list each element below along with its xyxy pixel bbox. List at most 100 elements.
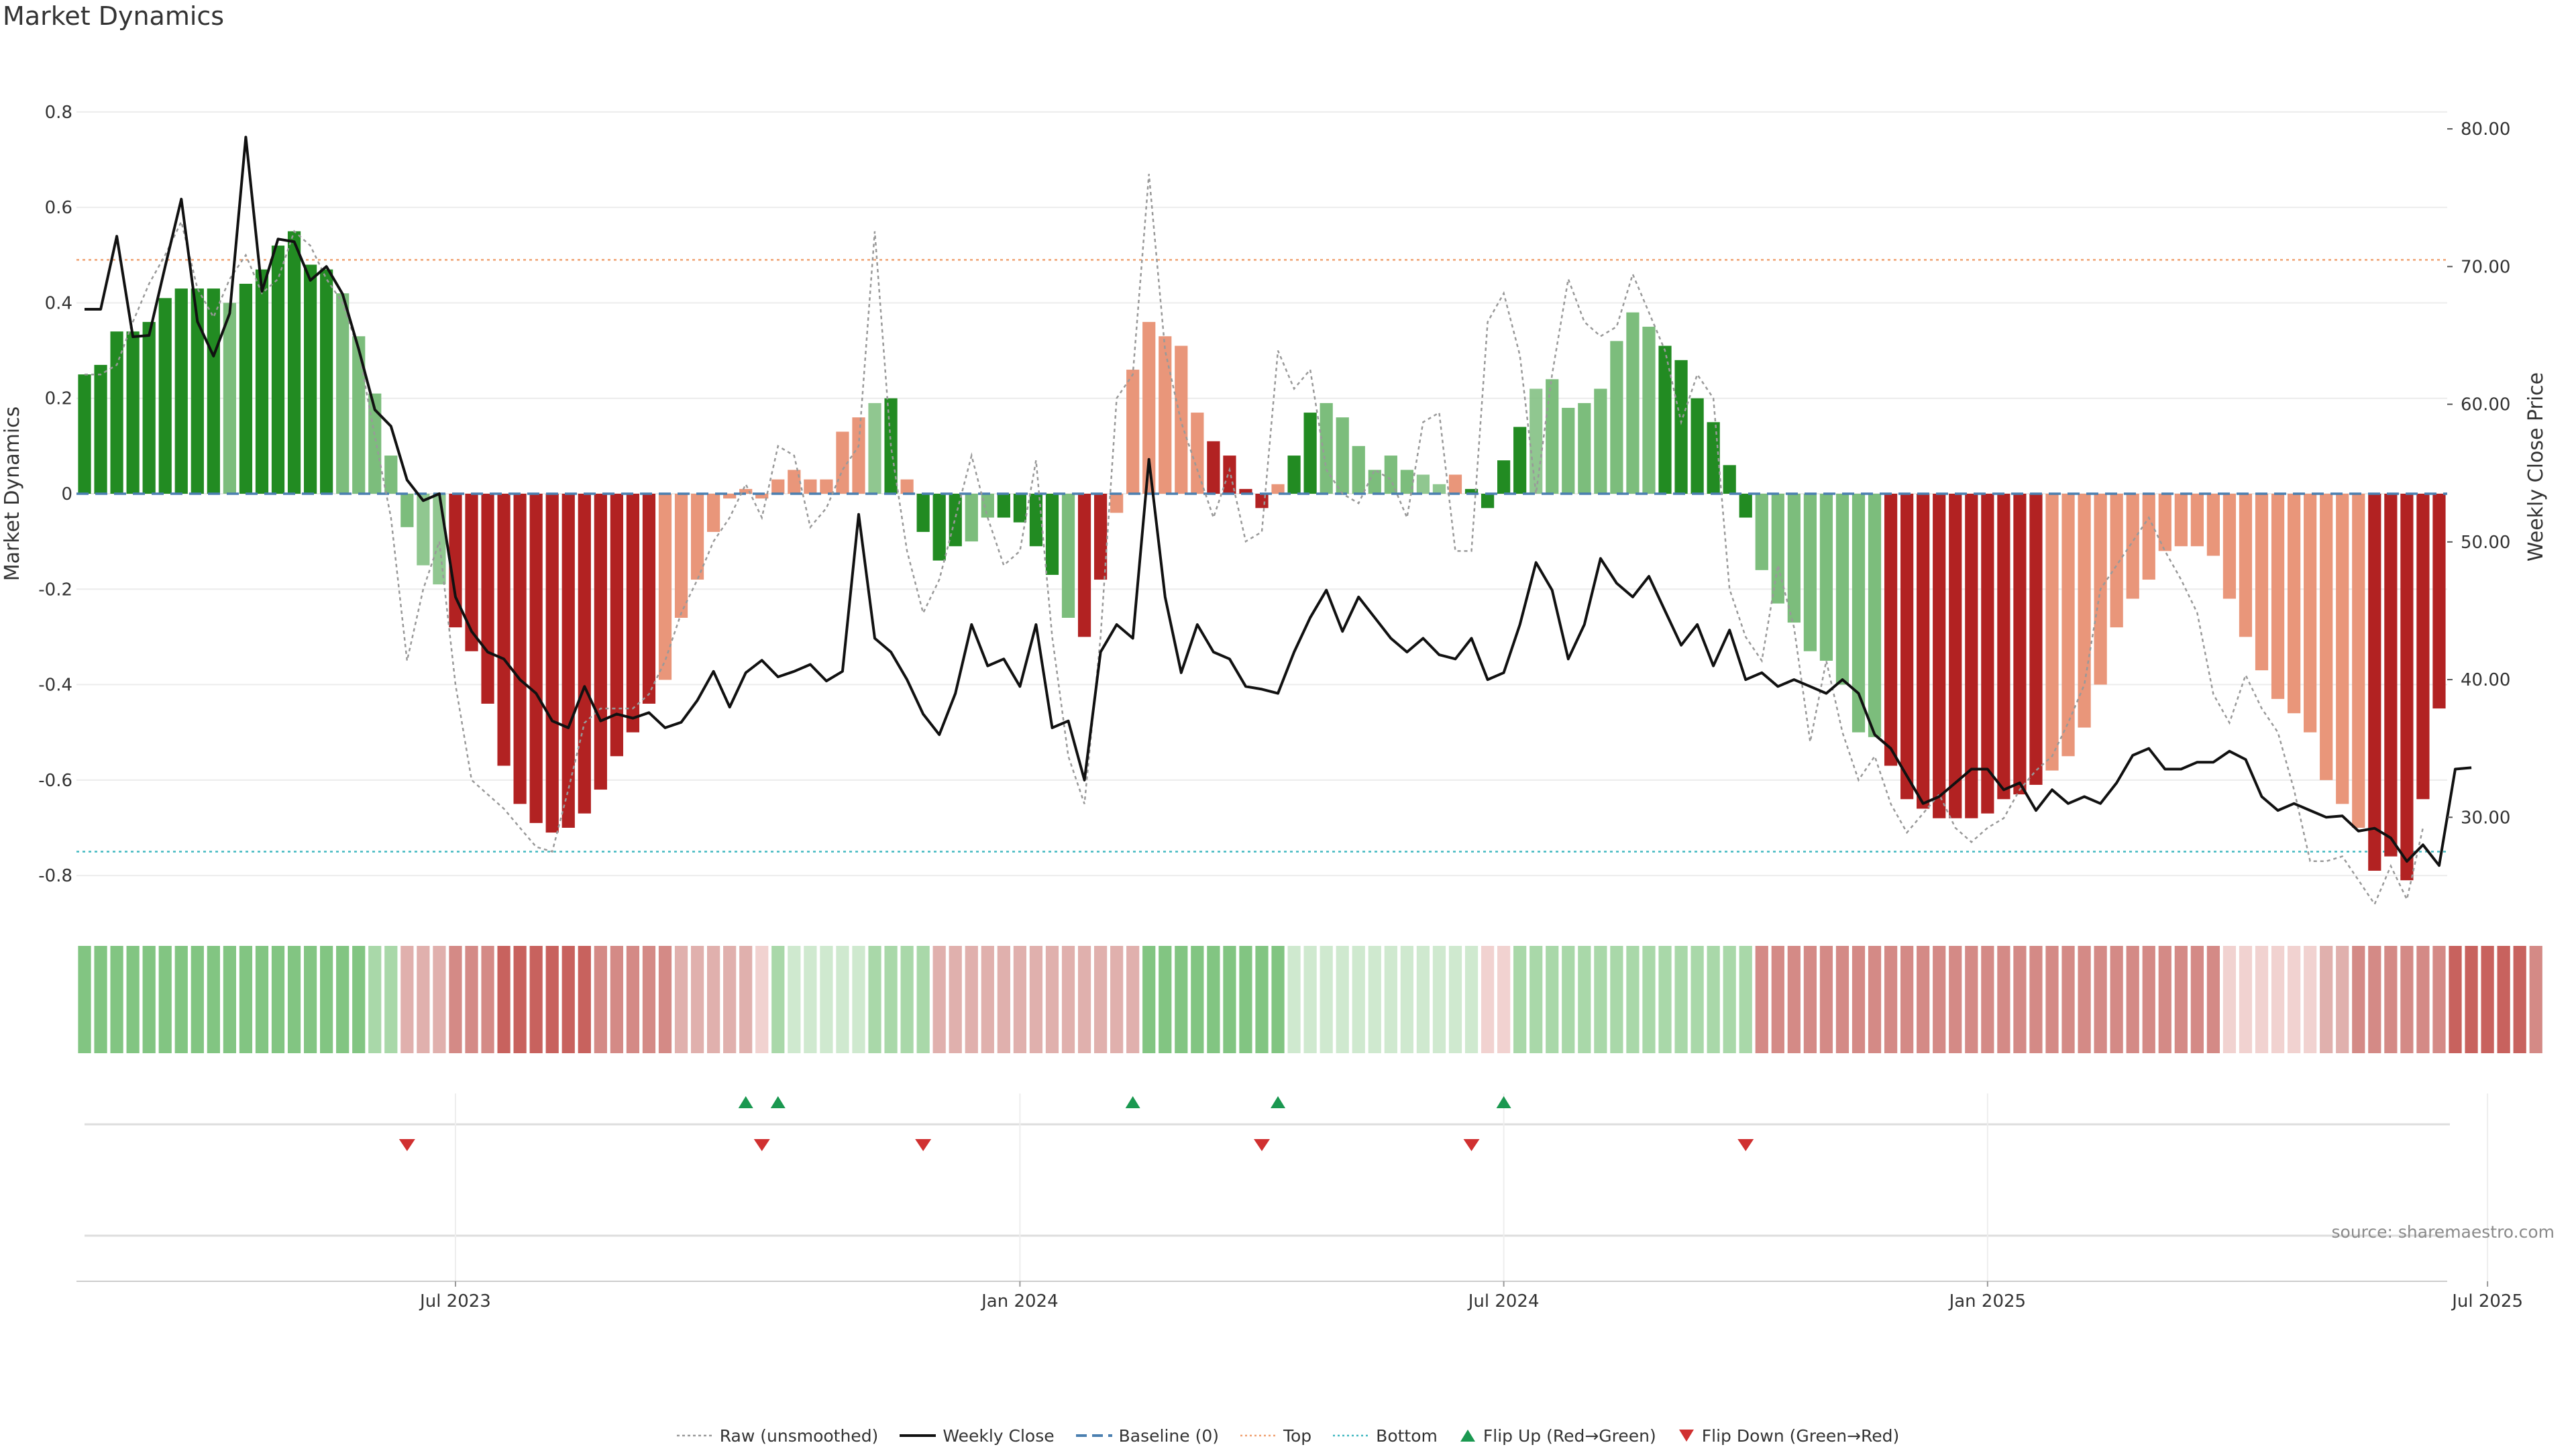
status-cell [2465, 946, 2478, 1053]
status-cell [1933, 946, 1946, 1053]
dynamics-bar [2255, 494, 2269, 671]
status-cell [110, 946, 123, 1053]
status-cell [1771, 946, 1784, 1053]
legend-flipdown-icon [1678, 1430, 1694, 1442]
right-tick-label: 80.00 [2461, 119, 2510, 140]
dynamics-bar [529, 494, 543, 823]
axes: 0.8 0.6 0.4 0.2 0 -0.2 -0.4 -0.6 -0.8 80.00 70.00 6… [1, 103, 2548, 886]
dynamics-bar [1448, 474, 1462, 494]
status-cell [1336, 946, 1349, 1053]
flip-down-marker [1737, 1139, 1754, 1151]
dynamics-bar [2304, 494, 2317, 733]
dynamics-bar [1207, 441, 1220, 494]
dynamics-bar [2206, 494, 2220, 556]
status-cell [287, 946, 301, 1053]
dynamics-bar [965, 494, 978, 542]
status-cell [1191, 946, 1204, 1053]
dynamics-bar [1997, 494, 2010, 800]
left-tick-label: 0.2 [45, 389, 72, 409]
dynamics-bar [739, 488, 753, 494]
status-cell [2432, 946, 2446, 1053]
status-cell [2336, 946, 2349, 1053]
status-cell [2206, 946, 2220, 1053]
dynamics-bar [465, 494, 478, 651]
dynamics-bar [1287, 455, 1301, 494]
dynamics-bar [352, 336, 366, 494]
status-cell [223, 946, 237, 1053]
dynamics-bar [1368, 470, 1381, 494]
status-cell [1803, 946, 1817, 1053]
flip-down-marker [1463, 1139, 1480, 1151]
status-cell [1223, 946, 1236, 1053]
dynamics-bar [1851, 494, 1866, 733]
legend-item-baseline[interactable]: Baseline (0) [1075, 1426, 1219, 1446]
dynamics-bar [916, 494, 930, 532]
status-cell [1448, 946, 1462, 1053]
dynamics-bar [1529, 388, 1543, 494]
dynamics-bar [1239, 488, 1252, 494]
status-cell [255, 946, 269, 1053]
dynamics-bar [2352, 494, 2365, 828]
status-cell [949, 946, 962, 1053]
legend-item-close[interactable]: Weekly Close [900, 1426, 1055, 1446]
dynamics-bar [417, 494, 430, 566]
status-cell [1562, 946, 1575, 1053]
left-tick-label: -0.8 [38, 866, 72, 886]
dynamics-bar [1626, 312, 1640, 494]
status-cell [2352, 946, 2365, 1053]
flip-up-marker [1125, 1096, 1140, 1108]
status-cell [2255, 946, 2269, 1053]
status-cell [1045, 946, 1059, 1053]
left-tick-label: 0 [61, 484, 72, 504]
legend-bottom-swatch [1333, 1434, 1370, 1437]
dynamics-bar [1142, 321, 1156, 494]
status-cell [142, 946, 156, 1053]
status-cell [2045, 946, 2059, 1053]
status-cell [1594, 946, 1607, 1053]
dynamics-bar [820, 479, 833, 494]
dynamics-bar [1013, 494, 1027, 523]
dynamics-bar [1464, 488, 1479, 494]
legend-item-flipdown[interactable]: Flip Down (Green→Red) [1678, 1426, 1900, 1446]
legend-label-flipdown: Flip Down (Green→Red) [1701, 1426, 1900, 1446]
dynamics-bar [2368, 494, 2381, 871]
status-cell [1900, 946, 1914, 1053]
status-cell [1949, 946, 1962, 1053]
status-cell [336, 946, 350, 1053]
status-cell [1981, 946, 1994, 1053]
legend-item-raw[interactable]: Raw (unsmoothed) [676, 1426, 878, 1446]
status-cell [368, 946, 382, 1053]
dynamics-bar [1642, 327, 1656, 494]
legend-top-swatch [1240, 1434, 1277, 1437]
status-cell [1739, 946, 1752, 1053]
dynamics-bar [1578, 402, 1591, 494]
dynamics-bar [1271, 484, 1285, 494]
dynamics-bar [1981, 494, 1994, 814]
flip-markers [85, 1093, 2489, 1281]
status-cell [1142, 946, 1156, 1053]
dynamics-bar [1965, 494, 1978, 818]
dynamics-bar [449, 494, 462, 628]
legend-item-flipup[interactable]: Flip Up (Red→Green) [1459, 1426, 1656, 1446]
dynamics-bar [690, 494, 704, 580]
status-cell [1529, 946, 1543, 1053]
dynamics-bar [2029, 494, 2043, 785]
dynamics-bar [1320, 402, 1333, 494]
status-cell [239, 946, 253, 1053]
status-cell [852, 946, 865, 1053]
status-cell [1819, 946, 1833, 1053]
left-axis-title: Market Dynamics [1, 407, 24, 582]
legend-item-top[interactable]: Top [1240, 1426, 1311, 1446]
status-cell [997, 946, 1010, 1053]
dynamics-bar [804, 479, 817, 494]
x-tick-label: Jan 2024 [980, 1291, 1059, 1311]
dynamics-bar [561, 494, 575, 828]
dynamics-bar [2190, 494, 2204, 547]
chart-legend: Raw (unsmoothed) Weekly Close Baseline (… [0, 1422, 2576, 1449]
dynamics-bar [255, 269, 269, 494]
left-tick-label: -0.6 [38, 771, 72, 791]
dynamics-bar [1900, 494, 1914, 800]
legend-item-bottom[interactable]: Bottom [1333, 1426, 1438, 1446]
dynamics-bar [1771, 494, 1784, 604]
right-axis-title: Weekly Close Price [2524, 372, 2548, 561]
